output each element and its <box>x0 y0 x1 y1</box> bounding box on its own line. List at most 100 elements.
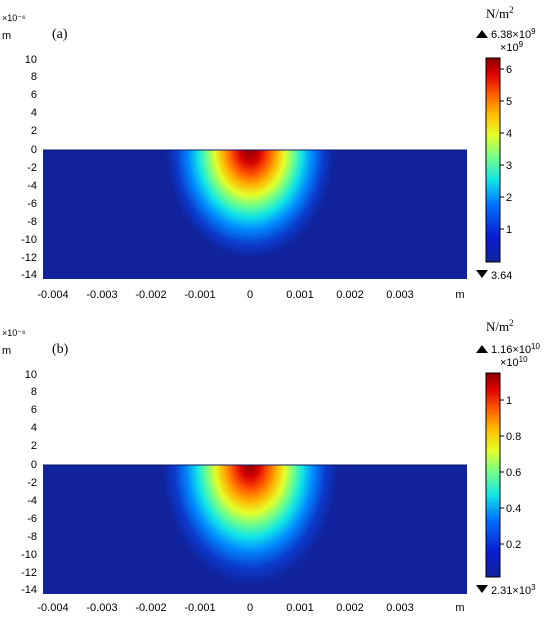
x-axis-ticks: -0.004 -0.003 -0.002 -0.001 0 0.001 0.00… <box>37 289 464 301</box>
y-tick-label: -6 <box>27 513 37 525</box>
y-tick-label: -8 <box>27 531 37 543</box>
y-axis-exponent: ×10⁻⁶ <box>2 13 26 23</box>
x-tick-label: 0.001 <box>286 289 314 301</box>
colorbar-tick: 0.8 <box>506 431 521 443</box>
colorbar-tick: 1 <box>506 224 512 236</box>
colorbar-gradient <box>485 372 501 578</box>
svg-text:×109: ×109 <box>500 40 524 55</box>
x-tick-label: -0.001 <box>184 289 215 301</box>
y-tick-label: 6 <box>31 89 37 101</box>
colorbar-tick: 4 <box>506 128 512 140</box>
y-tick-label: 10 <box>25 369 37 381</box>
colorbar-tick: 0.4 <box>506 503 521 515</box>
colorbar-max-sup: 10 <box>531 342 540 351</box>
y-tick-label: -8 <box>27 216 37 228</box>
colorbar-unit: N/m <box>486 319 509 334</box>
x-axis-ticks: -0.004 -0.003 -0.002 -0.001 0 0.001 0.00… <box>37 602 464 614</box>
plot-panel-a: ×10⁻⁶ m (a) 10 8 6 4 2 0 -2 -4 -6 -8 -10… <box>0 0 550 308</box>
x-tick-label: 0.003 <box>386 289 414 301</box>
colorbar: N/m2 1.16×1010 ×1010 1 0.8 0.6 0.4 0.2 2… <box>476 318 541 597</box>
y-tick-label: -4 <box>27 495 37 507</box>
y-tick-label: 8 <box>31 386 37 398</box>
svg-text:6.38×109: 6.38×109 <box>491 27 536 42</box>
y-tick-label: -10 <box>21 549 37 561</box>
colorbar-gradient <box>485 57 501 263</box>
x-tick-label: -0.003 <box>86 289 117 301</box>
y-tick-label: 4 <box>31 107 37 119</box>
svg-text:2.31×103: 2.31×103 <box>491 583 536 598</box>
x-tick-label: 0 <box>247 289 253 301</box>
colorbar-scale-sup: 10 <box>519 355 528 364</box>
colorbar-tick: 5 <box>506 96 512 108</box>
y-tick-label: 2 <box>31 440 37 452</box>
x-tick-label: 0.003 <box>386 602 414 614</box>
colorbar-tick: 0.2 <box>506 539 521 551</box>
y-tick-label: -2 <box>27 477 37 489</box>
y-tick-label: -14 <box>21 269 37 281</box>
colorbar-scale-sup: 9 <box>519 40 524 49</box>
x-tick-label: 0 <box>247 602 253 614</box>
y-axis-unit: m <box>2 345 11 357</box>
max-triangle-icon <box>476 345 488 353</box>
y-tick-label: 2 <box>31 125 37 137</box>
min-triangle-icon <box>476 270 488 278</box>
y-tick-label: 8 <box>31 71 37 83</box>
colorbar-min-sup: 3 <box>531 583 536 592</box>
svg-text:1.16×1010: 1.16×1010 <box>491 342 541 357</box>
x-tick-label: -0.001 <box>184 602 215 614</box>
x-axis-unit: m <box>455 289 464 301</box>
y-axis-unit: m <box>2 30 11 42</box>
y-axis-exponent: ×10⁻⁶ <box>2 328 26 338</box>
colorbar-min: 2.31×10 <box>491 585 531 597</box>
x-tick-label: 0.001 <box>286 602 314 614</box>
y-tick-label: -12 <box>21 567 37 579</box>
colorbar-tick: 6 <box>506 64 512 76</box>
y-tick-label: -2 <box>27 162 37 174</box>
plot-panel-b: ×10⁻⁶ m (b) 10 8 6 4 2 0 -2 -4 -6 -8 -10… <box>0 315 550 623</box>
y-tick-label: -10 <box>21 234 37 246</box>
y-axis-ticks: 10 8 6 4 2 0 -2 -4 -6 -8 -10 -12 -14 <box>21 54 37 281</box>
y-axis-ticks: 10 8 6 4 2 0 -2 -4 -6 -8 -10 -12 -14 <box>21 369 37 596</box>
max-triangle-icon <box>476 30 488 38</box>
panel-label: (b) <box>52 342 69 357</box>
colorbar-max: 6.38×10 <box>491 29 531 41</box>
colorbar-min: 3.64 <box>491 270 512 282</box>
colorbar-unit: N/m <box>486 6 509 21</box>
colorbar-tick: 2 <box>506 192 512 204</box>
x-tick-label: -0.004 <box>37 289 68 301</box>
colorbar-unit-sup: 2 <box>509 5 514 15</box>
stress-field <box>43 150 467 279</box>
plot-b-svg: ×10⁻⁶ m (b) 10 8 6 4 2 0 -2 -4 -6 -8 -10… <box>2 318 541 614</box>
colorbar-tick: 3 <box>506 160 512 172</box>
y-tick-label: -12 <box>21 252 37 264</box>
y-tick-label: -6 <box>27 198 37 210</box>
x-tick-label: -0.004 <box>37 602 68 614</box>
colorbar-max-sup: 9 <box>531 27 536 36</box>
x-tick-label: -0.002 <box>135 289 166 301</box>
min-triangle-icon <box>476 585 488 593</box>
colorbar-tick: 0.6 <box>506 467 521 479</box>
colorbar: N/m2 6.38×109 ×109 6 5 4 3 2 1 3.64 <box>476 5 536 282</box>
y-tick-label: 10 <box>25 54 37 66</box>
x-tick-label: 0.002 <box>336 289 364 301</box>
x-tick-label: -0.003 <box>86 602 117 614</box>
y-tick-label: -4 <box>27 180 37 192</box>
colorbar-scale: ×10 <box>500 42 519 54</box>
colorbar-unit-sup: 2 <box>509 318 514 328</box>
colorbar-scale: ×10 <box>500 357 519 369</box>
y-tick-label: 4 <box>31 422 37 434</box>
x-tick-label: 0.002 <box>336 602 364 614</box>
svg-text:N/m2: N/m2 <box>486 5 514 21</box>
colorbar-max: 1.16×10 <box>491 344 531 356</box>
panel-label: (a) <box>52 27 68 42</box>
y-tick-label: -14 <box>21 584 37 596</box>
y-tick-label: 0 <box>31 144 37 156</box>
colorbar-tick: 1 <box>506 395 512 407</box>
x-axis-unit: m <box>455 602 464 614</box>
y-tick-label: 0 <box>31 459 37 471</box>
plot-a-svg: ×10⁻⁶ m (a) 10 8 6 4 2 0 -2 -4 -6 -8 -10… <box>2 5 536 301</box>
svg-text:N/m2: N/m2 <box>486 318 514 334</box>
svg-text:×1010: ×1010 <box>500 355 528 370</box>
stress-field <box>43 465 467 594</box>
y-tick-label: 6 <box>31 404 37 416</box>
